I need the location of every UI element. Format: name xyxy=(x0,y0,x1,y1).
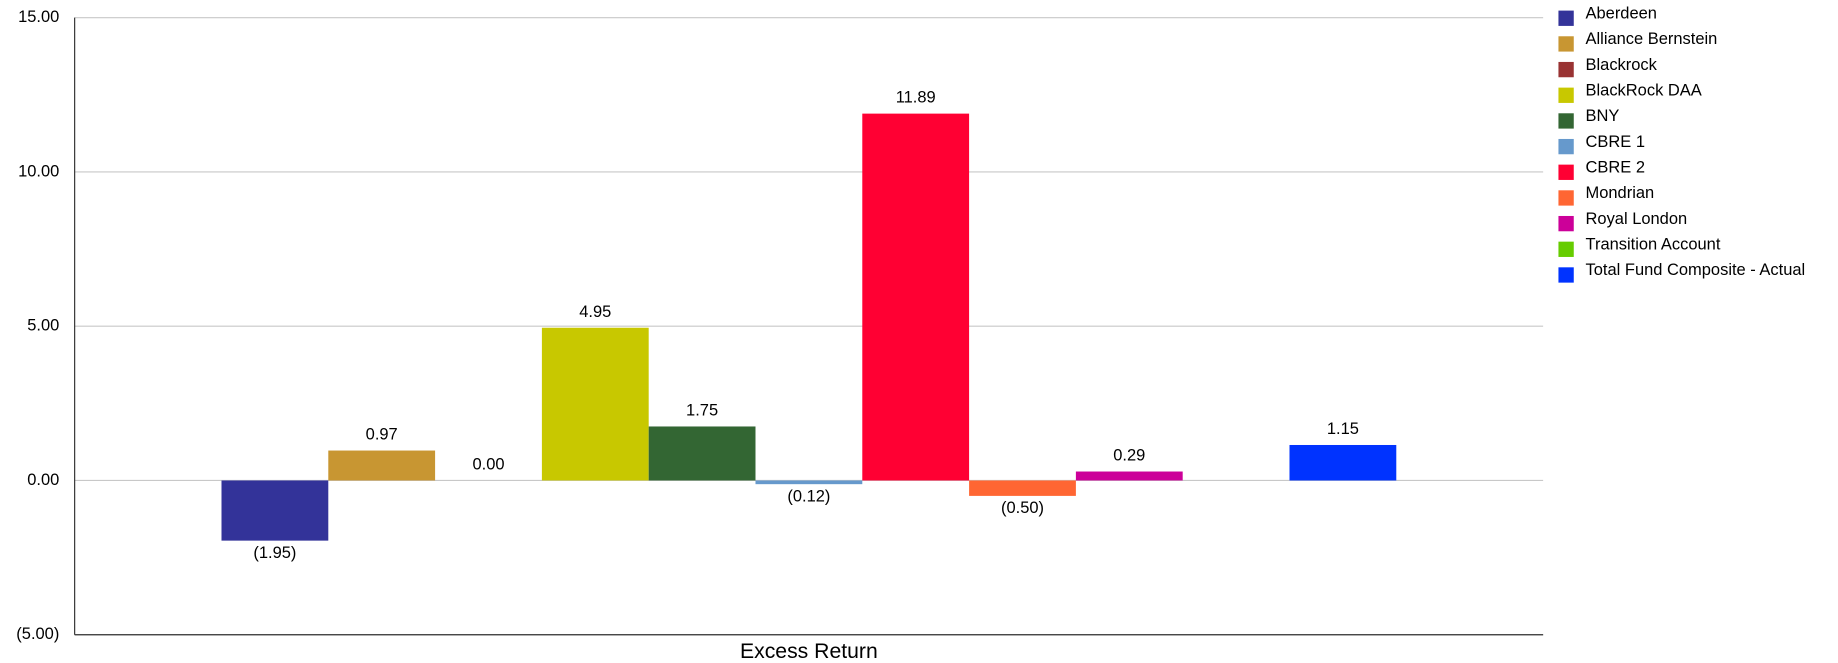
bar xyxy=(755,480,863,485)
data-label: 0.97 xyxy=(366,426,398,444)
legend-label: Total Fund Composite - Actual xyxy=(1586,261,1806,279)
y-tick-label: 15.00 xyxy=(18,8,59,26)
data-label: 1.15 xyxy=(1327,420,1359,438)
y-tick-label: (5.00) xyxy=(16,625,59,643)
data-label: 0.00 xyxy=(472,456,504,474)
legend-label: Royal London xyxy=(1586,210,1688,228)
data-label: 0.29 xyxy=(1113,447,1145,465)
legend-label: Alliance Bernstein xyxy=(1586,30,1718,48)
y-tick-label: 10.00 xyxy=(18,162,59,180)
legend-swatch xyxy=(1558,61,1574,78)
legend-label: Aberdeen xyxy=(1586,4,1657,22)
bar xyxy=(328,450,436,481)
data-label: (0.12) xyxy=(787,487,830,505)
legend-swatch xyxy=(1558,267,1574,283)
y-tick-label: 0.00 xyxy=(27,471,59,489)
legend-swatch xyxy=(1558,215,1574,232)
bar xyxy=(862,113,970,481)
bar xyxy=(969,480,1076,496)
legend-swatch xyxy=(1558,241,1574,257)
data-label: (1.95) xyxy=(253,544,296,562)
legend-label: Transition Account xyxy=(1586,236,1721,254)
legend-label: CBRE 1 xyxy=(1586,133,1646,151)
bar xyxy=(221,480,329,541)
data-label: 1.75 xyxy=(686,402,718,420)
bar xyxy=(541,327,649,481)
legend-label: Blackrock xyxy=(1586,56,1658,74)
legend-swatch xyxy=(1558,190,1574,206)
bar xyxy=(1289,444,1397,481)
legend-swatch xyxy=(1558,138,1574,155)
legend-label: BNY xyxy=(1586,107,1620,125)
legend-swatch xyxy=(1558,10,1574,26)
bar xyxy=(648,426,756,481)
legend-swatch xyxy=(1558,164,1574,180)
legend-label: CBRE 2 xyxy=(1586,159,1646,177)
y-tick-label: 5.00 xyxy=(27,317,59,335)
x-tick-label: Excess Return xyxy=(740,640,878,663)
data-label: (0.50) xyxy=(1001,499,1044,517)
legend-label: BlackRock DAA xyxy=(1586,82,1702,100)
legend-swatch xyxy=(1558,36,1574,52)
data-label: 11.89 xyxy=(896,89,936,107)
bar xyxy=(1075,471,1183,481)
data-label: 4.95 xyxy=(579,303,611,321)
legend-label: Mondrian xyxy=(1586,184,1655,202)
legend-swatch xyxy=(1558,113,1574,129)
legend-swatch xyxy=(1558,87,1574,103)
